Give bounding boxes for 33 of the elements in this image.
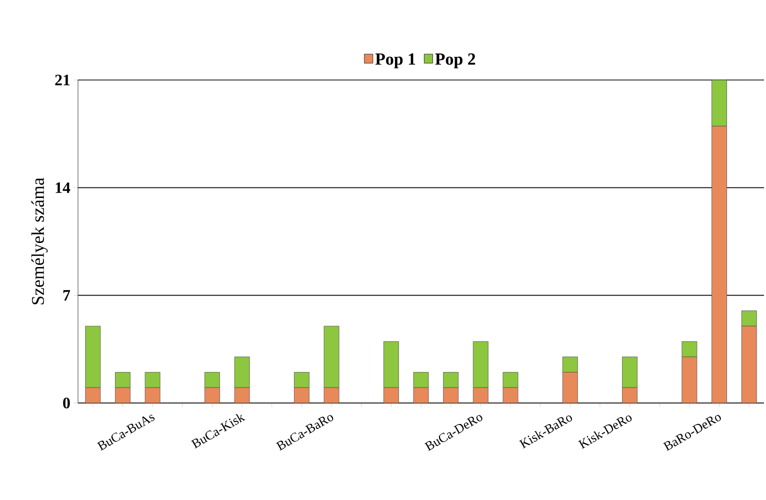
bar (115, 372, 130, 388)
bar (682, 356, 698, 403)
bar (234, 356, 250, 388)
legend-label: Pop 1 (375, 53, 416, 68)
bar (562, 356, 578, 372)
bar (502, 372, 518, 388)
bar (144, 372, 160, 388)
bar (443, 372, 459, 388)
bar (85, 387, 101, 403)
bar (413, 372, 429, 388)
y-tick-label: 21 (55, 74, 70, 86)
bar (562, 372, 578, 403)
bar (115, 387, 130, 403)
bar (443, 387, 459, 403)
bar (622, 387, 638, 403)
bar (324, 326, 340, 388)
y-tick-label: 0 (63, 398, 70, 408)
bar (383, 341, 399, 388)
bar (682, 341, 698, 358)
legend-label: Pop 2 (435, 53, 476, 68)
bar (204, 387, 220, 403)
bar (741, 326, 757, 403)
bar (294, 387, 310, 403)
bar (622, 356, 638, 388)
bar (472, 341, 488, 388)
y-tick-label: 7 (63, 290, 70, 301)
bar (383, 387, 399, 403)
bar (294, 372, 310, 388)
bar (204, 372, 220, 388)
bar (712, 126, 727, 403)
y-tick-label: 14 (56, 182, 70, 193)
bar (472, 387, 488, 403)
y-axis-title: Személyek száma (31, 178, 48, 304)
